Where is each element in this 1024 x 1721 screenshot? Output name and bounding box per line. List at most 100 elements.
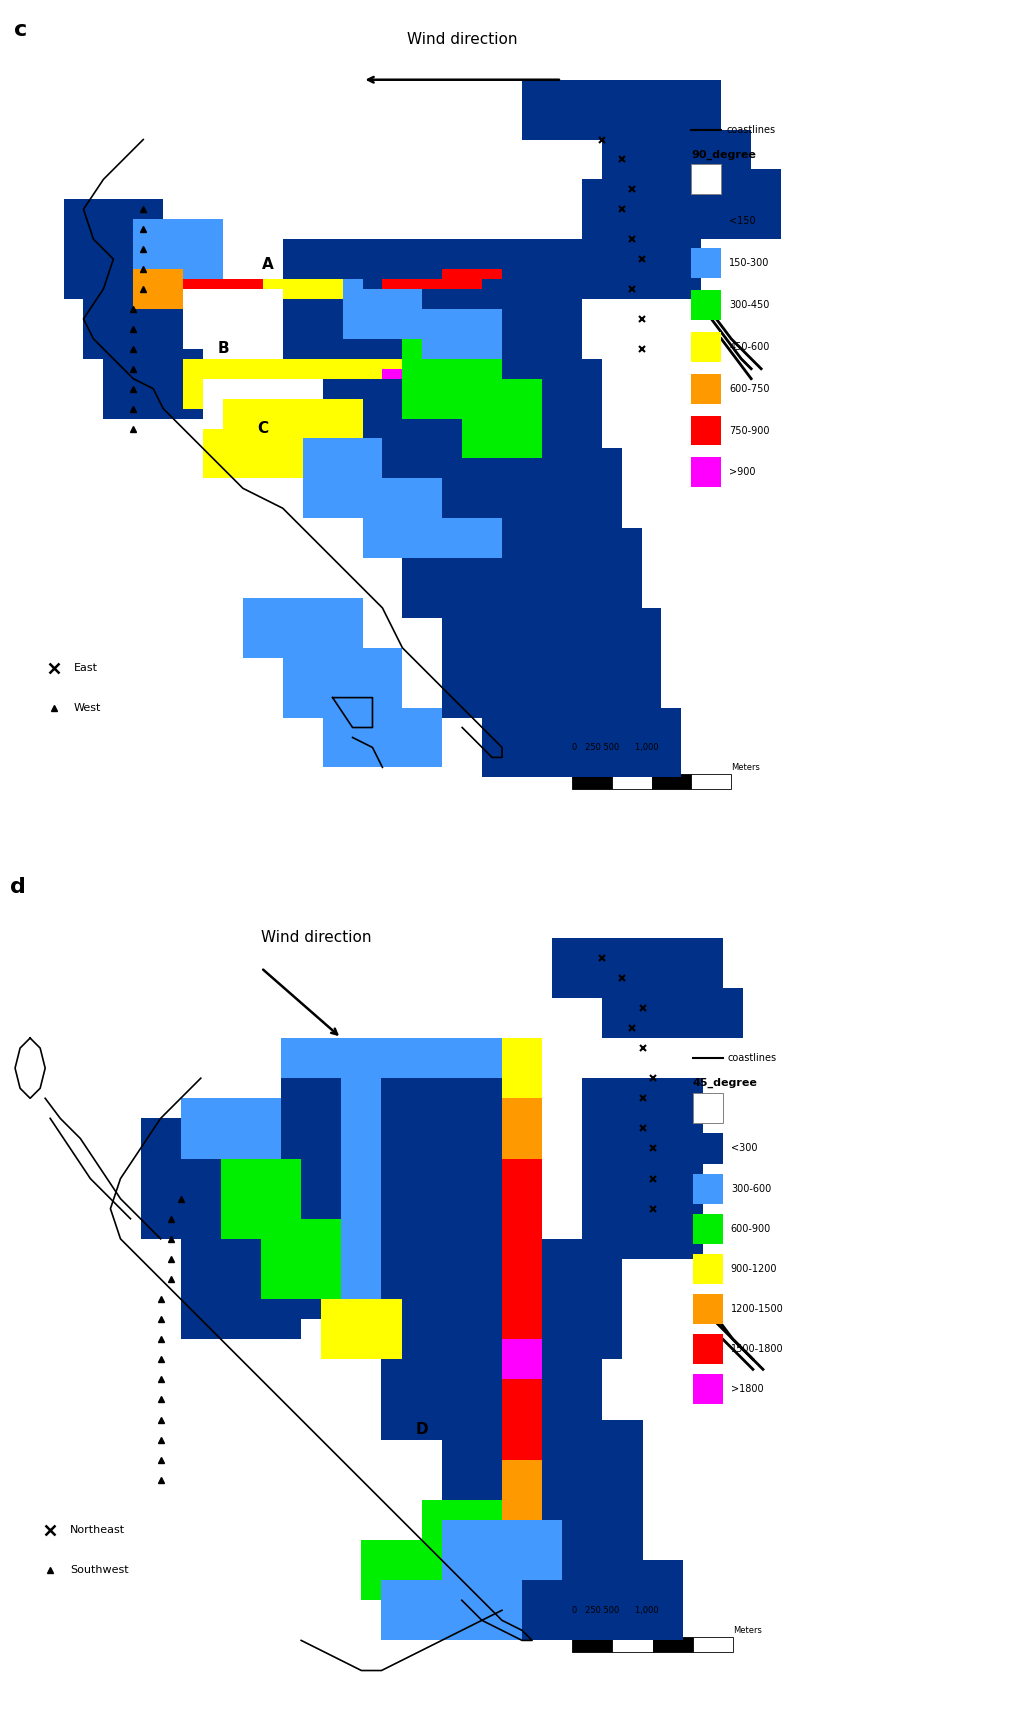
Bar (531, 449, 542, 458)
Bar (683, 1198, 692, 1208)
Bar (362, 499, 373, 508)
Bar (362, 268, 373, 279)
Bar (361, 1561, 372, 1570)
Bar (592, 697, 602, 707)
Bar (512, 528, 522, 539)
Bar (651, 210, 662, 219)
Bar (552, 1299, 562, 1310)
Bar (642, 1239, 652, 1249)
Bar (691, 165, 721, 194)
Bar (663, 1088, 673, 1098)
Bar (672, 239, 681, 250)
Bar (611, 289, 622, 299)
Bar (552, 597, 562, 608)
Bar (522, 1169, 532, 1179)
Bar (243, 439, 253, 449)
Bar (173, 239, 183, 250)
Bar (361, 1310, 372, 1320)
Bar (663, 1570, 673, 1580)
Bar (230, 1239, 241, 1249)
Bar (512, 1501, 522, 1509)
Bar (512, 1218, 522, 1229)
Bar (341, 1058, 351, 1069)
Bar (502, 1520, 512, 1530)
Bar (542, 608, 552, 618)
Bar (303, 688, 312, 697)
Bar (572, 1561, 583, 1570)
Bar (512, 1360, 522, 1370)
Bar (623, 938, 633, 948)
Bar (392, 389, 402, 399)
Bar (372, 1048, 382, 1058)
Bar (391, 1077, 401, 1088)
Bar (623, 1218, 633, 1229)
Bar (602, 79, 611, 89)
Bar (652, 1158, 663, 1169)
Bar (552, 768, 562, 778)
Bar (422, 1279, 432, 1289)
Bar (681, 119, 691, 129)
Bar (282, 1179, 291, 1189)
Bar (453, 339, 462, 349)
Bar (163, 239, 173, 250)
Bar (452, 1360, 462, 1370)
Bar (221, 1258, 230, 1268)
Bar (382, 688, 392, 697)
Bar (592, 768, 602, 778)
Bar (343, 718, 352, 728)
Bar (323, 289, 333, 299)
Bar (502, 768, 512, 778)
Bar (343, 268, 352, 279)
Bar (392, 289, 402, 299)
Bar (453, 358, 462, 368)
Bar (413, 458, 422, 468)
Bar (472, 1310, 482, 1320)
Bar (482, 728, 493, 738)
Text: 45_degree: 45_degree (692, 1077, 758, 1088)
Bar (462, 1320, 472, 1329)
Bar (602, 1420, 612, 1430)
Bar (681, 289, 691, 299)
Bar (282, 1158, 291, 1169)
Bar (712, 100, 721, 110)
Bar (552, 1239, 562, 1249)
Bar (602, 110, 611, 119)
Bar (462, 1551, 472, 1561)
Bar (382, 1540, 391, 1551)
Bar (123, 318, 133, 329)
Bar (382, 518, 392, 528)
Bar (683, 1218, 692, 1229)
Bar (532, 1551, 542, 1561)
Bar (442, 279, 453, 289)
Bar (493, 310, 502, 318)
Bar (93, 349, 103, 358)
Bar (733, 998, 742, 1009)
Bar (230, 1229, 241, 1239)
Bar (681, 219, 691, 229)
Bar (241, 1320, 251, 1329)
Bar (482, 449, 493, 458)
Bar (190, 1229, 201, 1239)
Bar (532, 1370, 542, 1380)
Bar (413, 358, 422, 368)
Bar (522, 310, 531, 318)
Bar (293, 628, 303, 638)
Bar (452, 1370, 462, 1380)
Bar (243, 618, 253, 628)
Bar (402, 289, 413, 299)
Bar (602, 568, 611, 578)
Bar (412, 1349, 422, 1360)
Bar (332, 1239, 341, 1249)
Bar (293, 279, 303, 289)
Bar (322, 1268, 332, 1279)
Bar (683, 1009, 692, 1017)
Bar (253, 429, 263, 439)
Bar (293, 279, 303, 289)
Bar (531, 408, 542, 418)
Bar (303, 408, 312, 418)
Bar (472, 1108, 482, 1119)
Bar (341, 1119, 351, 1129)
Bar (283, 260, 293, 268)
Bar (683, 1208, 692, 1218)
Bar (392, 547, 402, 558)
